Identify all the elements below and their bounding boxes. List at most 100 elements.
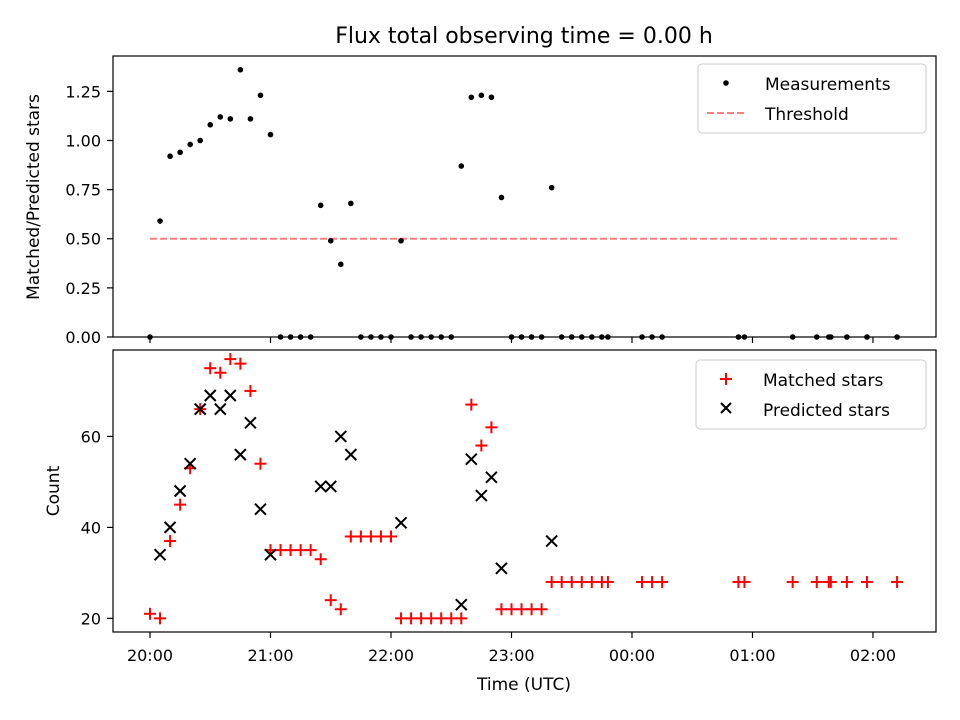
top-y-tick-label: 0.00: [65, 328, 101, 347]
bottom-y-tick-label: 60: [81, 427, 101, 446]
matched-star-point: [525, 603, 538, 616]
matched-star-point: [656, 575, 669, 588]
bottom-x-tick-label: 23:00: [488, 646, 534, 665]
bottom-x-tick-label: 01:00: [729, 646, 775, 665]
bottom-y-axis: 20 40 60: [81, 427, 113, 628]
matched-star-point: [334, 603, 347, 616]
chart-title: Flux total observing time = 0.00 h: [335, 24, 713, 49]
matched-star-point: [374, 530, 387, 543]
bottom-legend: Matched stars Predicted stars: [695, 359, 927, 430]
measurement-point: [187, 141, 193, 148]
predicted-star-point: [334, 430, 347, 443]
measurement-point: [398, 237, 404, 244]
bottom-plot-area: [144, 353, 904, 625]
bottom-x-tick-label: 00:00: [609, 646, 655, 665]
legend-predicted-marker: [720, 402, 732, 414]
top-y-tick-label: 0.75: [65, 181, 101, 200]
matched-star-point: [344, 530, 357, 543]
predicted-star-point: [344, 448, 358, 461]
matched-star-point: [314, 553, 327, 566]
measurement-point: [468, 94, 475, 101]
legend-predicted-label: Predicted stars: [763, 401, 890, 421]
matched-star-point: [144, 607, 156, 620]
matched-star-point: [415, 612, 428, 625]
bottom-x-tick-label: 21:00: [247, 646, 293, 665]
matched-star-point: [435, 612, 448, 625]
bottom-x-axis-label: Time (UTC): [476, 675, 571, 695]
matched-star-point: [515, 603, 528, 616]
predicted-star-point: [214, 402, 227, 416]
matched-star-point: [535, 603, 548, 616]
matched-star-point: [575, 575, 588, 588]
measurement-point: [207, 121, 214, 128]
predicted-star-point: [475, 489, 488, 502]
legend-matched-label: Matched stars: [763, 371, 883, 391]
top-legend-box: [697, 63, 927, 134]
predicted-star-point: [224, 389, 237, 402]
predicted-star-point: [495, 562, 508, 575]
matched-star-point: [495, 603, 508, 616]
predicted-star-point: [394, 516, 408, 530]
matched-star-point: [475, 439, 488, 452]
matched-star-point: [244, 384, 257, 397]
measurement-point: [227, 116, 234, 122]
predicted-star-point: [264, 548, 277, 561]
measurement-point: [327, 237, 334, 244]
matched-star-point: [840, 575, 853, 588]
matched-star-point: [294, 544, 307, 557]
matched-star-point: [565, 575, 578, 588]
matched-star-point: [636, 575, 649, 588]
legend-matched-marker: [720, 373, 732, 385]
bottom-y-tick-label: 40: [81, 518, 101, 537]
top-y-tick-label: 1.25: [65, 82, 101, 101]
top-y-tick-label: 1.00: [65, 131, 101, 150]
measurement-point: [217, 114, 224, 120]
measurement-point: [257, 92, 264, 99]
measurement-point: [348, 200, 354, 207]
matched-star-point: [384, 530, 397, 543]
measurement-point: [488, 94, 495, 101]
matched-star-point: [786, 575, 799, 588]
predicted-star-point: [153, 548, 167, 561]
predicted-star-point: [183, 457, 197, 470]
matched-star-point: [465, 398, 478, 411]
matched-star-point: [824, 575, 837, 588]
bottom-y-axis-label: Count: [44, 465, 64, 516]
predicted-star-point: [194, 402, 207, 416]
matched-star-point: [204, 362, 217, 375]
measurement-point: [267, 131, 274, 138]
measurement-point: [498, 194, 505, 201]
top-y-axis: 0.00 0.25 0.50 0.75 1.00 1.25: [65, 82, 874, 347]
legend-measurements-label: Measurements: [765, 75, 891, 95]
matched-star-point: [164, 535, 177, 548]
matched-star-point: [224, 353, 237, 366]
matched-star-point: [354, 530, 367, 543]
predicted-star-point: [204, 389, 217, 402]
measurement-point: [237, 66, 244, 73]
measurement-point: [167, 153, 173, 160]
measurement-point: [458, 163, 465, 169]
measurement-point: [157, 218, 163, 224]
bottom-x-tick-label: 02:00: [850, 646, 896, 665]
bottom-y-tick-label: 20: [81, 609, 101, 628]
matched-star-point: [585, 575, 598, 588]
predicted-star-point: [455, 598, 468, 611]
predicted-star-point: [234, 448, 247, 461]
matched-star-point: [891, 575, 904, 588]
matched-star-point: [324, 594, 337, 607]
matched-star-point: [254, 457, 267, 470]
top-axes-frame: [112, 55, 937, 338]
matched-star-point: [485, 421, 498, 434]
matched-star-point: [214, 366, 227, 379]
measurement-point: [337, 261, 344, 268]
matched-star-point: [284, 544, 297, 557]
matched-star-point: [860, 575, 873, 588]
measurement-point: [197, 137, 204, 144]
matched-star-point: [810, 575, 823, 588]
matched-star-point: [174, 498, 187, 511]
measurement-point: [317, 202, 324, 209]
predicted-star-point: [254, 502, 267, 516]
bottom-panel: 20 40 60 20:00 21:00 22:00 23:00 00:00 01:00 02:…: [44, 349, 937, 695]
top-y-axis-label: Matched/Predicted stars: [24, 94, 44, 300]
